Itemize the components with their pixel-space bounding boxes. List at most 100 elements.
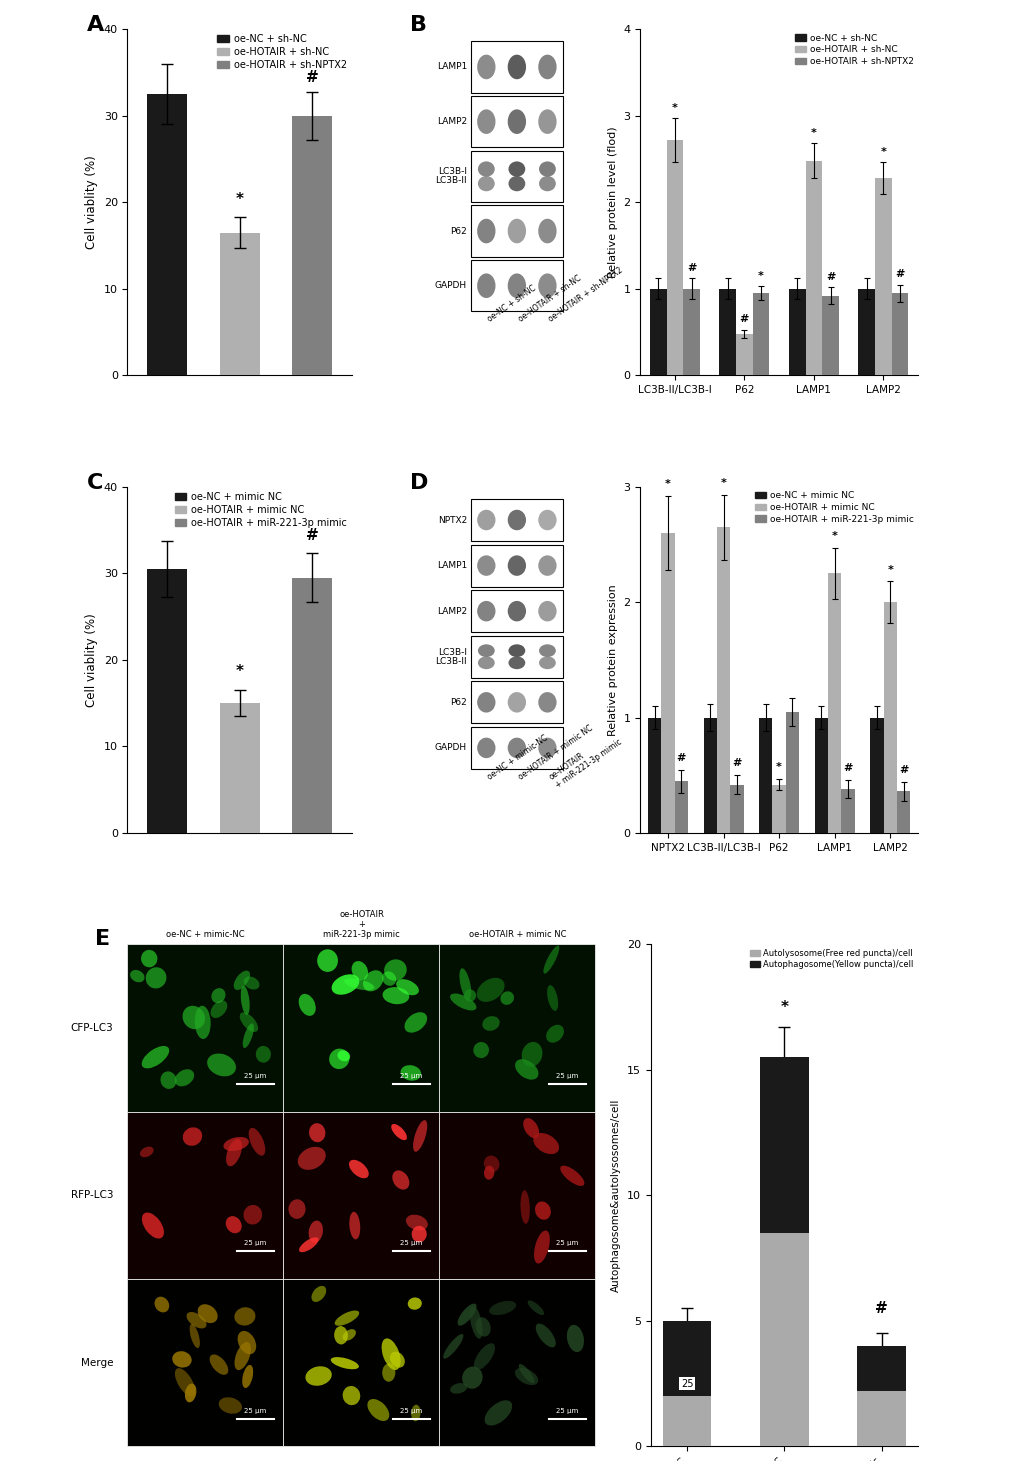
Ellipse shape [538,175,555,191]
Text: #: # [739,314,748,324]
Text: Merge: Merge [81,1357,113,1367]
Ellipse shape [474,1343,494,1370]
Ellipse shape [443,1334,463,1359]
Text: LAMP2: LAMP2 [436,606,467,615]
Bar [283,1278,439,1446]
Bar [471,150,562,202]
Text: oe-NC + mimic-NC: oe-NC + mimic-NC [486,733,549,782]
Ellipse shape [483,1166,494,1179]
Ellipse shape [195,1005,211,1039]
Ellipse shape [233,970,250,991]
Ellipse shape [470,1306,482,1338]
Ellipse shape [538,161,555,177]
Bar [660,533,674,833]
Text: 25: 25 [680,1379,693,1388]
Ellipse shape [538,273,556,298]
Bar [291,577,331,833]
Bar [730,785,743,833]
Ellipse shape [299,993,316,1015]
Ellipse shape [535,1324,555,1347]
Ellipse shape [141,950,157,967]
Ellipse shape [534,1230,549,1264]
Ellipse shape [391,1124,407,1140]
Bar [683,289,699,375]
Ellipse shape [182,1005,205,1029]
Ellipse shape [174,1367,195,1397]
Text: LAMP1: LAMP1 [436,561,467,570]
Ellipse shape [507,738,526,758]
Text: #: # [898,766,907,776]
Ellipse shape [309,1124,325,1143]
Ellipse shape [299,1237,318,1252]
Text: *: * [780,999,788,1015]
Ellipse shape [411,1404,420,1422]
Y-axis label: Relative protein level (flod): Relative protein level (flod) [607,127,618,278]
Bar [471,636,562,678]
Ellipse shape [211,988,225,1004]
Text: *: * [757,272,763,281]
Ellipse shape [342,1386,360,1405]
Ellipse shape [405,1012,427,1033]
Bar [736,335,752,375]
Bar [662,1321,710,1397]
Text: #: # [895,269,904,279]
Ellipse shape [464,989,476,1002]
Text: C: C [87,473,103,492]
Ellipse shape [331,974,359,995]
Ellipse shape [507,555,526,576]
Ellipse shape [309,1220,323,1243]
Ellipse shape [519,1365,534,1384]
Ellipse shape [507,693,526,713]
Text: 25 μm: 25 μm [399,1408,422,1414]
Legend: oe-NC + sh-NC, oe-HOTAIR + sh-NC, oe-HOTAIR + sh-NPTX2: oe-NC + sh-NC, oe-HOTAIR + sh-NC, oe-HOT… [795,34,913,66]
Ellipse shape [515,1367,538,1385]
Y-axis label: Autophagosome&autolysosomes/cell: Autophagosome&autolysosomes/cell [610,1099,621,1292]
Bar [471,681,562,723]
Ellipse shape [172,1351,192,1367]
Ellipse shape [408,1297,422,1309]
Ellipse shape [243,1023,254,1048]
Ellipse shape [508,161,525,177]
Bar [471,41,562,92]
Ellipse shape [515,1059,538,1080]
Text: 25 μm: 25 μm [555,1074,578,1080]
Ellipse shape [317,950,337,972]
Ellipse shape [538,600,556,621]
Bar [471,500,562,541]
Ellipse shape [476,977,504,1002]
Ellipse shape [567,1325,584,1351]
Text: LAMP2: LAMP2 [436,117,467,126]
Text: RFP-LC3: RFP-LC3 [71,1191,113,1201]
Ellipse shape [538,510,556,530]
Text: B: B [410,16,427,35]
Text: #: # [306,70,318,86]
Ellipse shape [413,1121,427,1151]
Bar [752,294,768,375]
Ellipse shape [538,54,556,79]
Bar [703,717,716,833]
Bar [649,289,666,375]
Ellipse shape [184,1384,197,1403]
Ellipse shape [478,175,494,191]
Ellipse shape [334,1327,347,1344]
Ellipse shape [538,110,556,134]
Text: #: # [676,752,686,763]
Text: NPTX2: NPTX2 [437,516,467,524]
Ellipse shape [244,976,259,989]
Ellipse shape [174,1069,194,1087]
Text: 25 μm: 25 μm [244,1240,266,1246]
Bar [788,289,805,375]
Ellipse shape [523,1118,539,1138]
Ellipse shape [218,1397,242,1414]
Ellipse shape [210,1001,227,1018]
Text: oe-HOTAIR
+
miR-221-3p mimic: oe-HOTAIR + miR-221-3p mimic [323,910,399,939]
Ellipse shape [337,1050,350,1061]
Ellipse shape [160,1071,176,1088]
Ellipse shape [311,1286,326,1302]
Ellipse shape [521,1042,542,1067]
Bar [148,94,187,375]
Ellipse shape [477,110,495,134]
Ellipse shape [367,1400,389,1422]
Ellipse shape [334,1311,359,1325]
Bar [662,1397,710,1446]
